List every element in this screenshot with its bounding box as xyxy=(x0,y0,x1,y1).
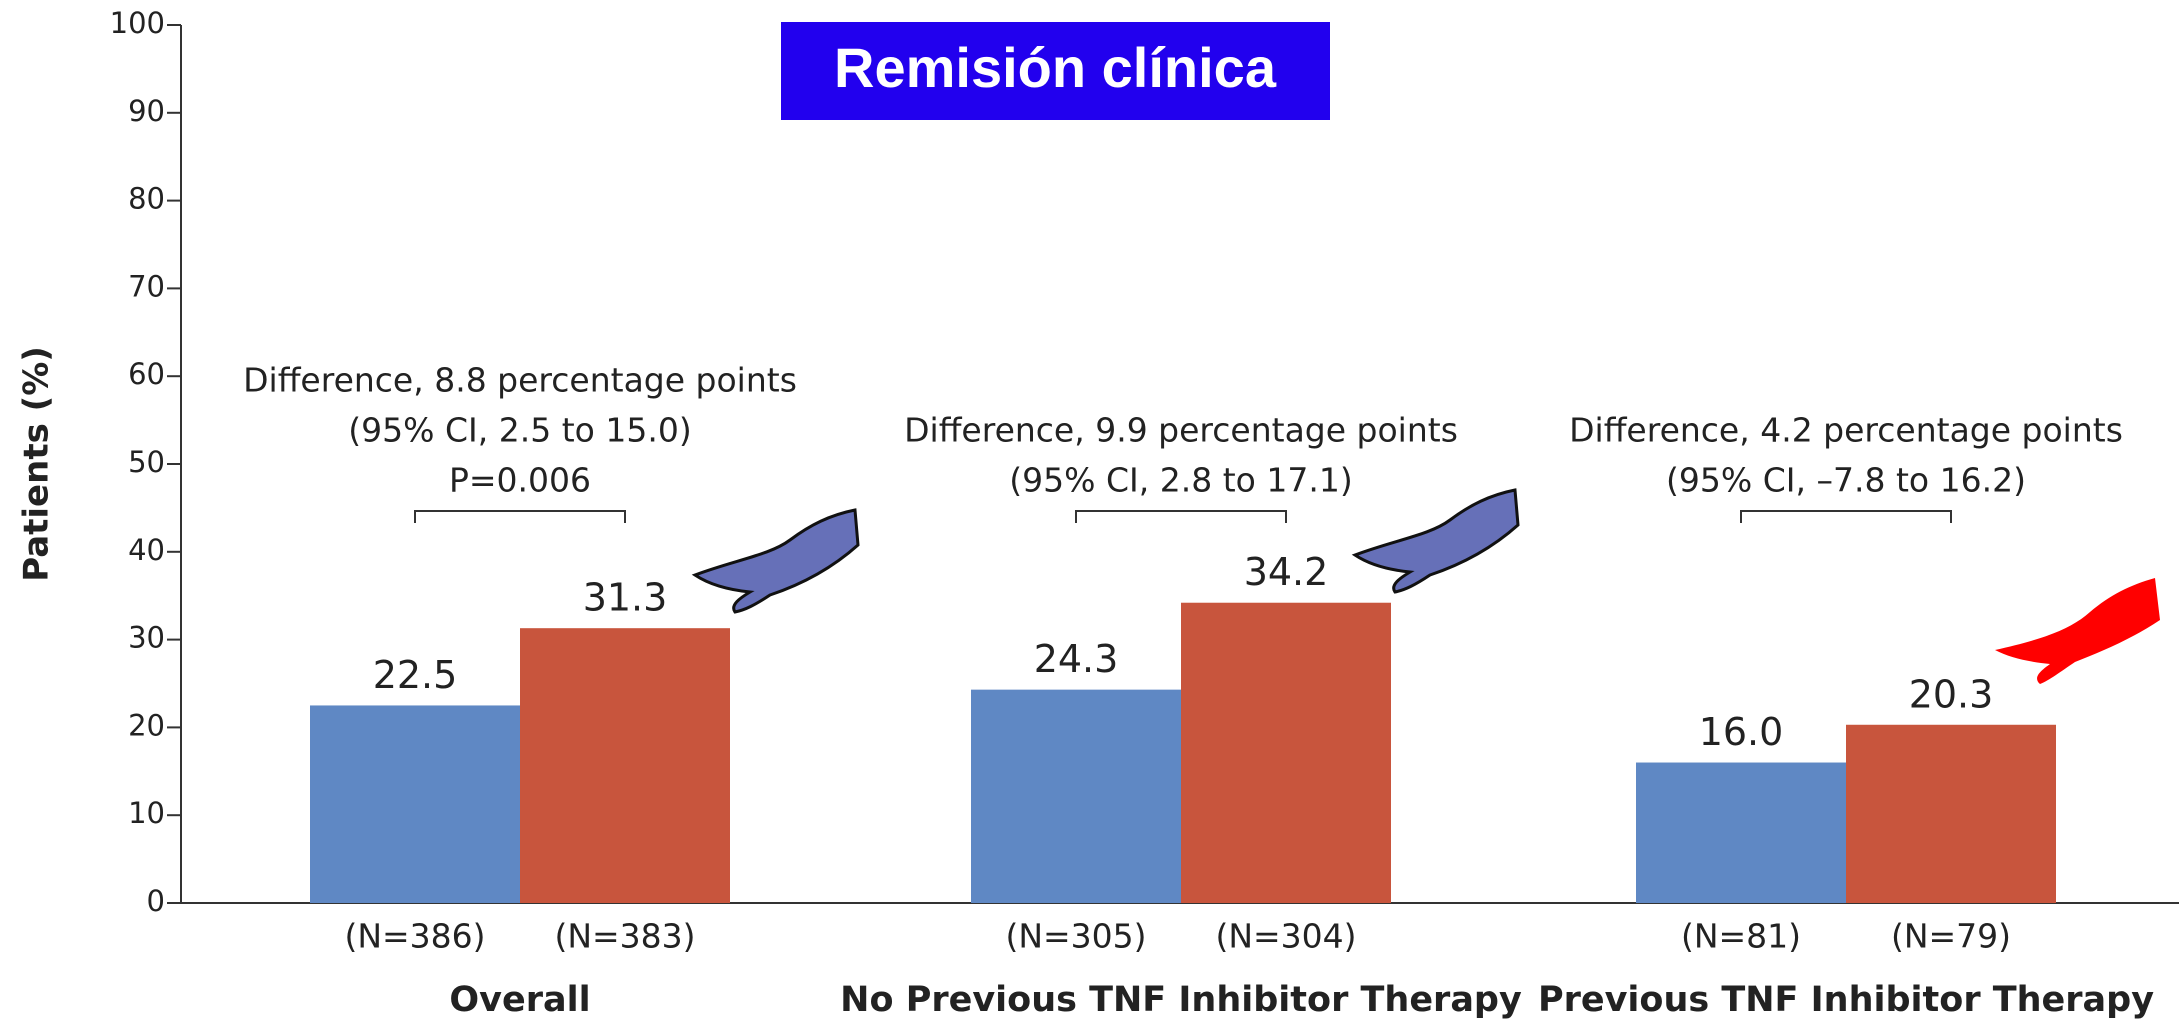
y-tick-label: 0 xyxy=(147,884,165,918)
bracket xyxy=(1740,510,1952,523)
category-label: Previous TNF Inhibitor Therapy xyxy=(1538,980,2154,1020)
bar xyxy=(310,705,520,903)
y-tick-label: 100 xyxy=(110,6,165,40)
bar xyxy=(1181,602,1391,903)
bar xyxy=(1846,724,2056,903)
value-label: 20.3 xyxy=(1909,672,1994,716)
hand xyxy=(1351,488,1520,594)
y-tick-label: 20 xyxy=(128,708,165,742)
annotation: (95% CI, 2.8 to 17.1) xyxy=(1009,461,1352,500)
value-label: 16.0 xyxy=(1699,710,1784,754)
bracket xyxy=(1075,510,1287,523)
y-tick-label: 90 xyxy=(128,94,165,128)
annotation: Difference, 4.2 percentage points xyxy=(1569,411,2123,450)
annotation: (95% CI, –7.8 to 16.2) xyxy=(1666,461,2026,500)
value-label: 24.3 xyxy=(1034,637,1119,681)
y-tick-label: 70 xyxy=(128,269,165,303)
n-label: (N=304) xyxy=(1215,917,1356,956)
n-label: (N=81) xyxy=(1681,917,1801,956)
n-label: (N=383) xyxy=(554,917,695,956)
category-label: No Previous TNF Inhibitor Therapy xyxy=(840,980,1522,1020)
hand xyxy=(1995,578,2160,684)
value-label: 34.2 xyxy=(1244,550,1329,594)
hand xyxy=(691,508,860,614)
annotation: Difference, 9.9 percentage points xyxy=(904,411,1458,450)
chart-title: Remisión clínica xyxy=(834,36,1277,99)
annotation: P=0.006 xyxy=(449,461,591,500)
y-tick-label: 40 xyxy=(128,533,165,567)
n-label: (N=79) xyxy=(1891,917,2011,956)
bar xyxy=(520,628,730,903)
category-label: Overall xyxy=(449,980,590,1020)
n-label: (N=305) xyxy=(1005,917,1146,956)
annotation: Difference, 8.8 percentage points xyxy=(243,361,797,400)
bar xyxy=(1636,762,1846,903)
annotation: (95% CI, 2.5 to 15.0) xyxy=(348,411,691,450)
y-tick-label: 30 xyxy=(128,621,165,655)
bracket xyxy=(414,510,626,523)
value-label: 31.3 xyxy=(583,576,668,620)
y-tick-label: 80 xyxy=(128,182,165,216)
title-box xyxy=(781,22,1330,120)
bar xyxy=(971,689,1181,903)
value-label: 22.5 xyxy=(373,653,458,697)
y-axis-label: Patients (%) xyxy=(17,346,57,582)
y-tick-label: 50 xyxy=(128,445,165,479)
n-label: (N=386) xyxy=(344,917,485,956)
y-tick-label: 10 xyxy=(128,796,165,830)
y-tick-label: 60 xyxy=(128,357,165,391)
